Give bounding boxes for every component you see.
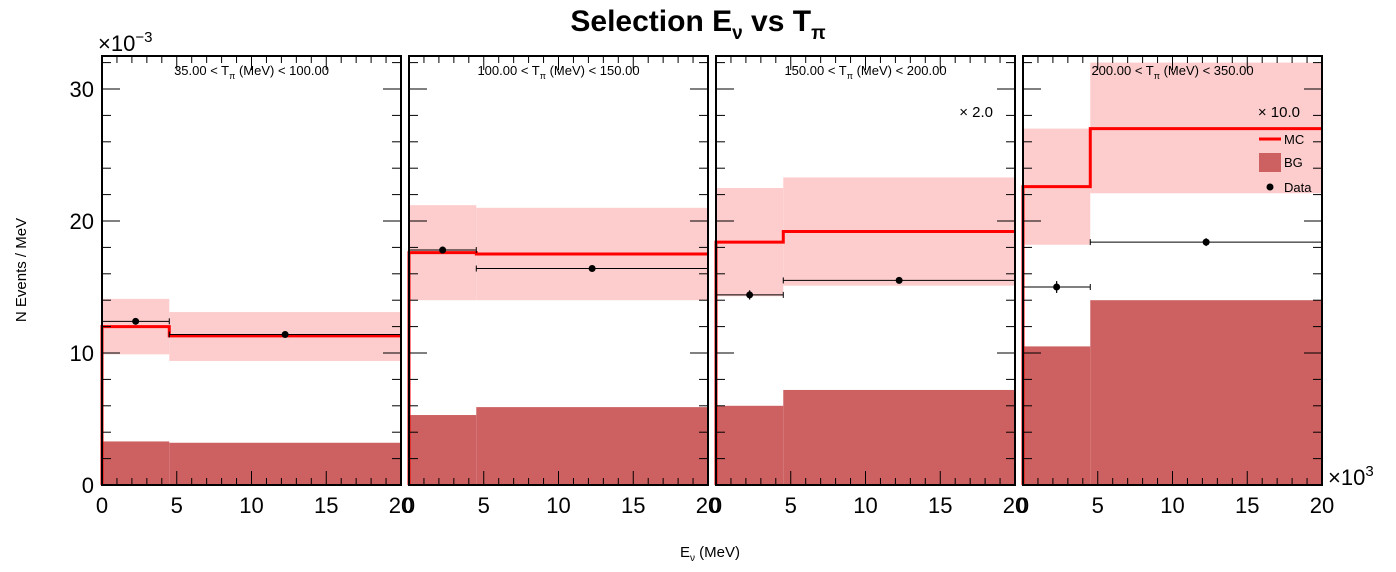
x-tick-label: 10: [853, 493, 877, 518]
panel-title: 100.00 < Tπ (MeV) < 150.00: [477, 63, 639, 81]
chart-title: Selection Eν vs Tπ: [570, 5, 826, 44]
svg-text:MC: MC: [1284, 132, 1304, 147]
x-tick-label: 20: [696, 493, 720, 518]
bg-bar-bin-1: [102, 441, 170, 485]
y-axis-multiplier: ×10−3: [98, 29, 152, 56]
data-point: [408, 246, 477, 254]
panel-title: 200.00 < Tπ (MeV) < 350.00: [1091, 63, 1253, 81]
panels: 0 5 10 15 20 35.00 < Tπ (MeV) < 100.00 0 5 10 15 2…: [96, 55, 1334, 518]
panel-title: 150.00 < Tπ (MeV) < 200.00: [784, 63, 946, 81]
x-tick-label: 0: [403, 493, 415, 518]
x-tick-label: 10: [239, 493, 263, 518]
x-tick-label: 15: [621, 493, 645, 518]
x-tick-label: 20: [1003, 493, 1027, 518]
x-tick-label: 0: [710, 493, 722, 518]
panel-3: 0 5 10 15 20 150.00 < Tπ (MeV) < 200.00 × 2.0: [710, 55, 1027, 518]
x-tick-label: 5: [171, 493, 183, 518]
legend: MC BG Data: [1259, 132, 1312, 195]
svg-text:Data: Data: [1284, 180, 1312, 195]
y-tick-label: 20: [70, 209, 94, 234]
y-axis-label: N Events / MeV: [13, 218, 30, 322]
panel-title: 35.00 < Tπ (MeV) < 100.00: [174, 63, 329, 81]
bg-bar-bin-2: [169, 442, 401, 485]
panel-1: 0 5 10 15 20 35.00 < Tπ (MeV) < 100.00: [96, 55, 413, 518]
panel-frame: [101, 55, 402, 486]
x-tick-label: 20: [1310, 493, 1334, 518]
legend-item-bg: BG: [1259, 153, 1303, 172]
scale-factor-label: × 10.0: [1258, 104, 1300, 121]
x-axis-multiplier: ×103: [1328, 463, 1374, 490]
x-tick-label: 20: [389, 493, 413, 518]
y-tick-label: 10: [70, 341, 94, 366]
panel-4: 0 5 10 15 20 200.00 < Tπ (MeV) < 350.00 × 10.0: [1017, 55, 1334, 518]
x-tick-label: 10: [1160, 493, 1184, 518]
legend-item-mc: MC: [1259, 132, 1304, 147]
data-point: [168, 331, 402, 339]
y-tick-labels: 0 10 20 30: [70, 77, 94, 498]
x-tick-label: 15: [928, 493, 952, 518]
bg-bar-bin-1: [409, 415, 477, 485]
scale-factor-label: × 2.0: [959, 104, 993, 121]
x-tick-label: 15: [314, 493, 338, 518]
data-point: [782, 276, 1016, 284]
bg-bar-bin-1: [716, 405, 784, 485]
x-tick-label: 15: [1235, 493, 1259, 518]
x-tick-label: 0: [96, 493, 108, 518]
bg-bar-bin-1: [1023, 346, 1091, 485]
data-point: [1089, 238, 1323, 247]
x-tick-label: 0: [1017, 493, 1029, 518]
legend-item-data: Data: [1266, 180, 1312, 195]
y-tick-label: 0: [82, 473, 94, 498]
x-axis-label: Eν (MeV): [680, 544, 740, 564]
panel-2: 0 5 10 15 20 100.00 < Tπ (MeV) < 150.00: [403, 55, 720, 518]
bg-bar-bin-2: [783, 389, 1015, 485]
x-tick-label: 5: [1092, 493, 1104, 518]
bg-bar-bin-2: [1090, 300, 1322, 485]
x-tick-label: 10: [546, 493, 570, 518]
y-tick-label: 30: [70, 77, 94, 102]
data-point: [101, 317, 170, 325]
data-point: [1022, 281, 1091, 293]
bg-bar-bin-2: [476, 407, 708, 485]
x-tick-label: 5: [785, 493, 797, 518]
svg-text:BG: BG: [1284, 155, 1303, 170]
x-tick-label: 5: [478, 493, 490, 518]
